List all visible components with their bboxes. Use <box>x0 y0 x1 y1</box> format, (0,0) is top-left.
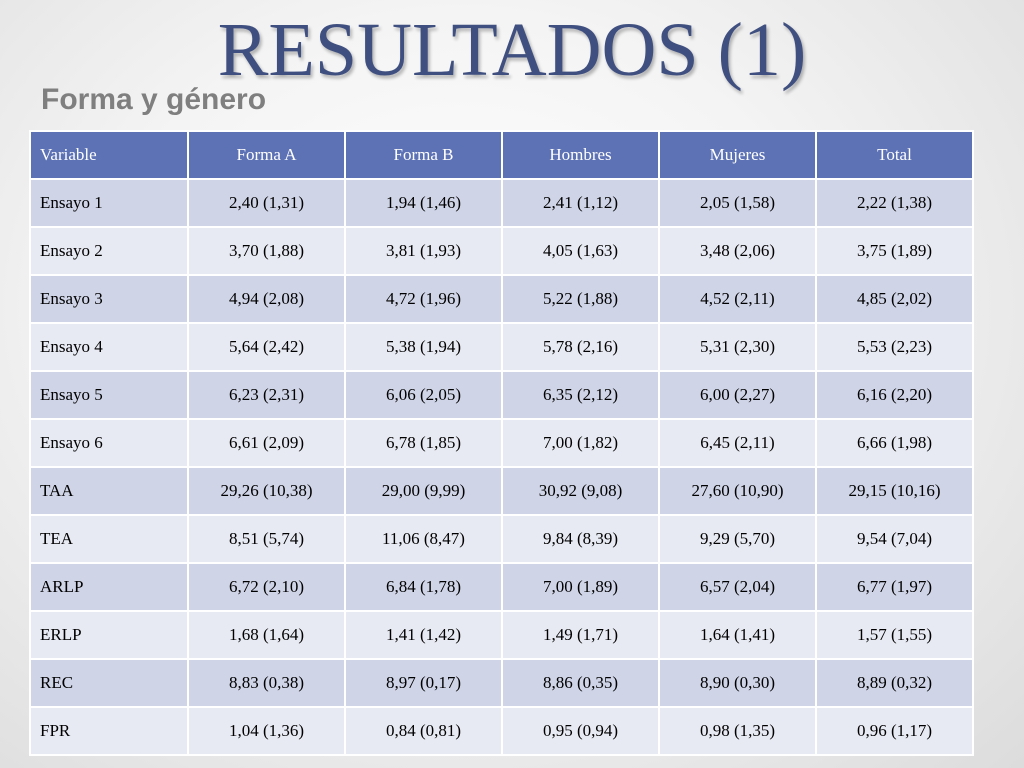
cell-mujeres: 8,90 (0,30) <box>658 658 817 708</box>
cell-mujeres: 0,98 (1,35) <box>658 706 817 756</box>
cell-total: 1,57 (1,55) <box>815 610 974 660</box>
cell-hombres: 8,86 (0,35) <box>501 658 660 708</box>
cell-variable: FPR <box>29 706 189 756</box>
table-row: TEA 8,51 (5,74) 11,06 (8,47) 9,84 (8,39) 9,2… <box>29 514 974 564</box>
header-mujeres: Mujeres <box>658 130 817 180</box>
cell-hombres: 7,00 (1,82) <box>501 418 660 468</box>
header-total: Total <box>815 130 974 180</box>
cell-variable: Ensayo 5 <box>29 370 189 420</box>
cell-forma-a: 8,83 (0,38) <box>187 658 346 708</box>
cell-hombres: 5,22 (1,88) <box>501 274 660 324</box>
cell-forma-a: 3,70 (1,88) <box>187 226 346 276</box>
cell-forma-a: 6,72 (2,10) <box>187 562 346 612</box>
cell-forma-a: 6,23 (2,31) <box>187 370 346 420</box>
cell-forma-b: 4,72 (1,96) <box>344 274 503 324</box>
results-table: Variable Forma A Forma B Hombres Mujeres… <box>29 130 974 756</box>
cell-forma-a: 1,68 (1,64) <box>187 610 346 660</box>
cell-total: 0,96 (1,17) <box>815 706 974 756</box>
cell-hombres: 5,78 (2,16) <box>501 322 660 372</box>
table-body: Ensayo 1 2,40 (1,31) 1,94 (1,46) 2,41 (1,12… <box>29 178 974 756</box>
header-hombres: Hombres <box>501 130 660 180</box>
cell-forma-b: 29,00 (9,99) <box>344 466 503 516</box>
header-variable: Variable <box>29 130 189 180</box>
cell-forma-b: 1,41 (1,42) <box>344 610 503 660</box>
cell-forma-b: 5,38 (1,94) <box>344 322 503 372</box>
cell-forma-a: 2,40 (1,31) <box>187 178 346 228</box>
cell-variable: Ensayo 1 <box>29 178 189 228</box>
cell-hombres: 1,49 (1,71) <box>501 610 660 660</box>
cell-mujeres: 9,29 (5,70) <box>658 514 817 564</box>
table-row: ARLP 6,72 (2,10) 6,84 (1,78) 7,00 (1,89) 6,5… <box>29 562 974 612</box>
cell-variable: REC <box>29 658 189 708</box>
table-row: REC 8,83 (0,38) 8,97 (0,17) 8,86 (0,35) 8,90… <box>29 658 974 708</box>
cell-total: 8,89 (0,32) <box>815 658 974 708</box>
table-row: Ensayo 5 6,23 (2,31) 6,06 (2,05) 6,35 (2,12… <box>29 370 974 420</box>
table-row: FPR 1,04 (1,36) 0,84 (0,81) 0,95 (0,94) 0,98… <box>29 706 974 756</box>
cell-total: 2,22 (1,38) <box>815 178 974 228</box>
cell-forma-b: 3,81 (1,93) <box>344 226 503 276</box>
table-row: Ensayo 3 4,94 (2,08) 4,72 (1,96) 5,22 (1,88… <box>29 274 974 324</box>
cell-forma-b: 6,84 (1,78) <box>344 562 503 612</box>
cell-total: 6,66 (1,98) <box>815 418 974 468</box>
cell-variable: Ensayo 6 <box>29 418 189 468</box>
header-row: Variable Forma A Forma B Hombres Mujeres… <box>29 130 974 180</box>
cell-mujeres: 6,45 (2,11) <box>658 418 817 468</box>
cell-total: 9,54 (7,04) <box>815 514 974 564</box>
cell-forma-a: 5,64 (2,42) <box>187 322 346 372</box>
slide-title: RESULTADOS (1) <box>217 8 807 92</box>
cell-forma-b: 0,84 (0,81) <box>344 706 503 756</box>
cell-forma-a: 6,61 (2,09) <box>187 418 346 468</box>
cell-forma-a: 29,26 (10,38) <box>187 466 346 516</box>
cell-hombres: 0,95 (0,94) <box>501 706 660 756</box>
cell-mujeres: 5,31 (2,30) <box>658 322 817 372</box>
table-header: Variable Forma A Forma B Hombres Mujeres… <box>29 130 974 180</box>
table-row: Ensayo 6 6,61 (2,09) 6,78 (1,85) 7,00 (1,82… <box>29 418 974 468</box>
cell-mujeres: 27,60 (10,90) <box>658 466 817 516</box>
cell-mujeres: 4,52 (2,11) <box>658 274 817 324</box>
cell-total: 5,53 (2,23) <box>815 322 974 372</box>
table-row: Ensayo 1 2,40 (1,31) 1,94 (1,46) 2,41 (1,12… <box>29 178 974 228</box>
cell-total: 3,75 (1,89) <box>815 226 974 276</box>
cell-forma-a: 4,94 (2,08) <box>187 274 346 324</box>
table-row: ERLP 1,68 (1,64) 1,41 (1,42) 1,49 (1,71) 1,6… <box>29 610 974 660</box>
cell-variable: ARLP <box>29 562 189 612</box>
header-forma-a: Forma A <box>187 130 346 180</box>
header-forma-b: Forma B <box>344 130 503 180</box>
slide-subtitle: Forma y género <box>41 83 267 116</box>
cell-variable: ERLP <box>29 610 189 660</box>
cell-hombres: 30,92 (9,08) <box>501 466 660 516</box>
cell-forma-b: 8,97 (0,17) <box>344 658 503 708</box>
cell-hombres: 9,84 (8,39) <box>501 514 660 564</box>
cell-variable: Ensayo 2 <box>29 226 189 276</box>
cell-variable: Ensayo 3 <box>29 274 189 324</box>
cell-forma-b: 6,78 (1,85) <box>344 418 503 468</box>
cell-variable: TAA <box>29 466 189 516</box>
cell-hombres: 7,00 (1,89) <box>501 562 660 612</box>
cell-forma-b: 1,94 (1,46) <box>344 178 503 228</box>
cell-mujeres: 6,57 (2,04) <box>658 562 817 612</box>
cell-variable: Ensayo 4 <box>29 322 189 372</box>
cell-forma-b: 11,06 (8,47) <box>344 514 503 564</box>
table-row: Ensayo 2 3,70 (1,88) 3,81 (1,93) 4,05 (1,63… <box>29 226 974 276</box>
cell-forma-a: 8,51 (5,74) <box>187 514 346 564</box>
cell-mujeres: 6,00 (2,27) <box>658 370 817 420</box>
table-row: TAA 29,26 (10,38) 29,00 (9,99) 30,92 (9,08)… <box>29 466 974 516</box>
cell-total: 29,15 (10,16) <box>815 466 974 516</box>
cell-forma-a: 1,04 (1,36) <box>187 706 346 756</box>
cell-mujeres: 1,64 (1,41) <box>658 610 817 660</box>
cell-mujeres: 3,48 (2,06) <box>658 226 817 276</box>
cell-total: 4,85 (2,02) <box>815 274 974 324</box>
cell-total: 6,77 (1,97) <box>815 562 974 612</box>
cell-mujeres: 2,05 (1,58) <box>658 178 817 228</box>
cell-forma-b: 6,06 (2,05) <box>344 370 503 420</box>
cell-variable: TEA <box>29 514 189 564</box>
cell-hombres: 2,41 (1,12) <box>501 178 660 228</box>
cell-total: 6,16 (2,20) <box>815 370 974 420</box>
table-row: Ensayo 4 5,64 (2,42) 5,38 (1,94) 5,78 (2,16… <box>29 322 974 372</box>
cell-hombres: 6,35 (2,12) <box>501 370 660 420</box>
cell-hombres: 4,05 (1,63) <box>501 226 660 276</box>
